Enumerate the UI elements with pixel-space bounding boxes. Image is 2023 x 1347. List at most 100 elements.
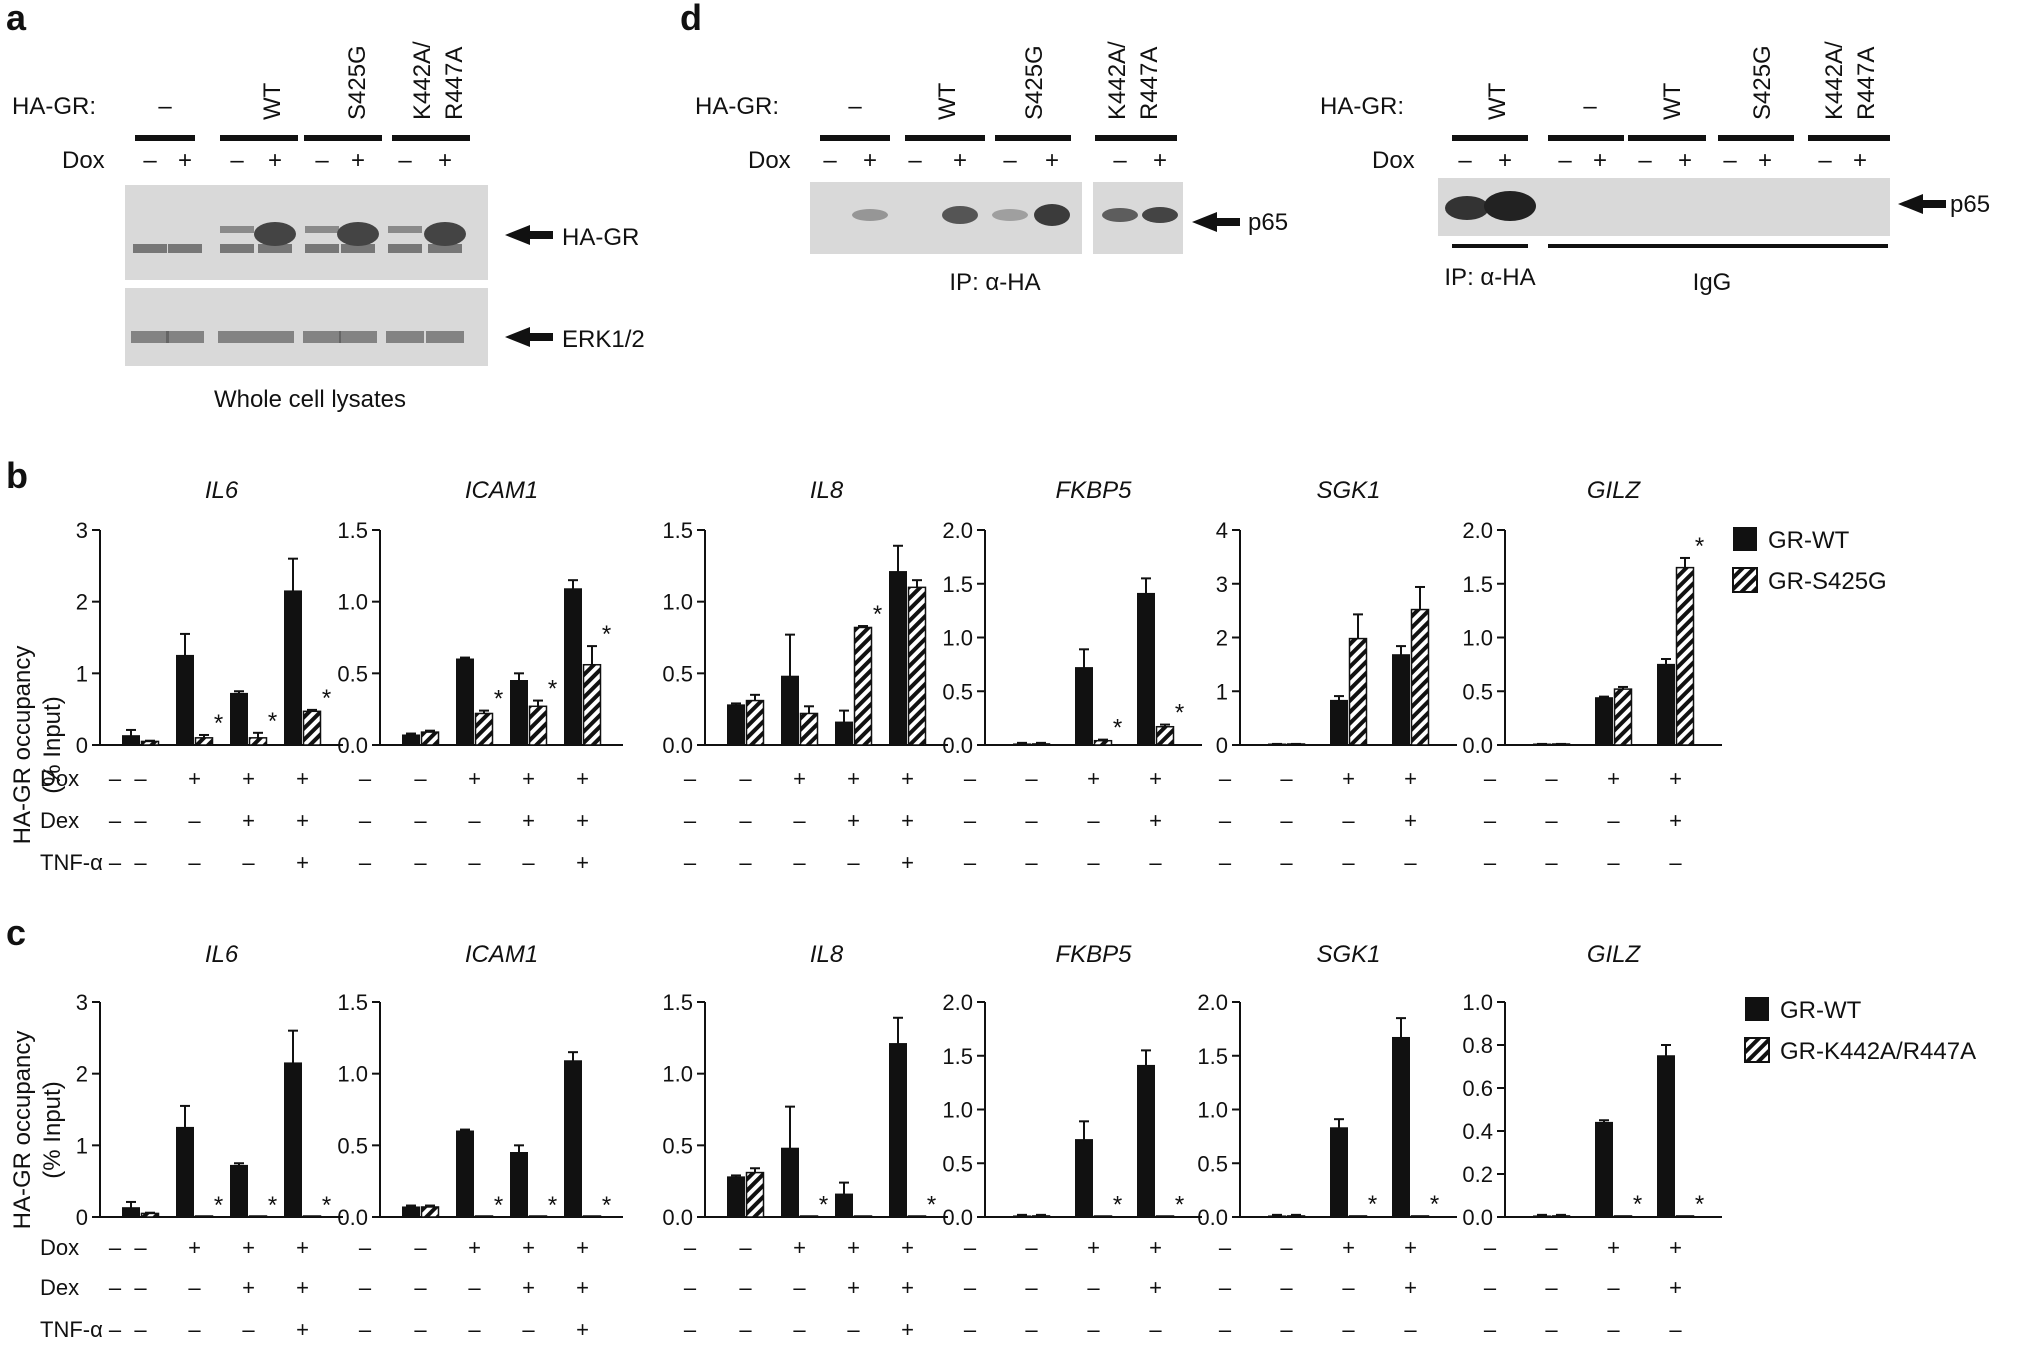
chart-title: ICAM1: [465, 477, 538, 504]
blot-label-ha-gr: HA-GR: [562, 224, 639, 251]
y-tick-label: 1.0: [662, 1062, 693, 1087]
y-tick-label: 3: [1216, 572, 1228, 597]
condition-sign: –: [1025, 1235, 1038, 1260]
panel-d-group-label: WT: [934, 82, 961, 120]
blot-band: [256, 331, 294, 343]
condition-sign: –: [1280, 1317, 1293, 1342]
bar-mutant: [1348, 1215, 1368, 1218]
condition-sign: +: [901, 850, 914, 875]
bar-wt: [456, 658, 474, 746]
condition-sign: –: [359, 1235, 372, 1260]
bar-wt: [781, 675, 799, 746]
condition-sign: +: [576, 766, 589, 791]
group-bar: [1452, 135, 1528, 141]
condition-sign: –: [684, 1235, 697, 1260]
p65-band: [1484, 191, 1536, 221]
bar-mutant: [194, 1215, 214, 1218]
condition-sign: –: [1087, 808, 1100, 833]
condition-sign: –: [468, 850, 481, 875]
y-tick-label: 2.0: [942, 990, 973, 1015]
condition-sign: +: [901, 766, 914, 791]
ip-label: IP: α-HA: [949, 269, 1040, 296]
significance-asterisk: *: [548, 676, 557, 703]
significance-asterisk: *: [873, 601, 882, 628]
condition-sign: –: [684, 808, 697, 833]
condition-sign: –: [359, 850, 372, 875]
condition-sign: –: [793, 1275, 806, 1300]
bar-wt: [727, 1176, 745, 1218]
blot-band: [168, 244, 202, 253]
condition-sign: –: [847, 1317, 860, 1342]
condition-sign: –: [964, 766, 977, 791]
dox-sign: +: [863, 147, 877, 174]
condition-sign: –: [1219, 850, 1232, 875]
condition-sign: +: [1404, 1275, 1417, 1300]
condition-sign: +: [901, 1275, 914, 1300]
bar-wt: [1137, 1064, 1155, 1218]
condition-sign: –: [1342, 850, 1355, 875]
dox-sign: –: [823, 147, 837, 174]
condition-sign: +: [1669, 808, 1682, 833]
igg-label: IgG: [1693, 269, 1732, 296]
condition-sign: +: [296, 850, 309, 875]
group-bar: [304, 135, 382, 141]
bar-mutant: [1551, 1215, 1571, 1218]
y-tick-label: 1: [76, 1133, 88, 1158]
group-bar: [220, 135, 298, 141]
condition-sign: –: [134, 1317, 147, 1342]
panel-a: a HA-GR: Dox – WT S425G K442A/ R447A – + –…: [6, 0, 645, 413]
bar-wt: [122, 1207, 140, 1218]
y-tick-label: 2.0: [1197, 990, 1228, 1015]
y-tick-label: 0.0: [662, 1205, 693, 1230]
condition-sign: +: [1087, 766, 1100, 791]
bar-wt: [1013, 743, 1031, 746]
condition-sign: –: [1545, 808, 1558, 833]
dox-sign: +: [268, 147, 282, 174]
condition-sign: –: [188, 850, 201, 875]
y-tick-label: 3: [76, 518, 88, 543]
bar-wt: [564, 588, 582, 746]
significance-asterisk: *: [927, 1191, 936, 1218]
bar-wt: [1330, 699, 1348, 746]
panel-d-group-label: S425G: [1021, 45, 1048, 120]
bar-mutant: [302, 1215, 322, 1218]
bar-wt: [889, 1043, 907, 1218]
dox-sign: +: [953, 147, 967, 174]
dox-sign: –: [1113, 147, 1127, 174]
panel-a-label: a: [6, 0, 27, 38]
bar-wt: [402, 734, 420, 746]
y-tick-label: 0.5: [337, 1133, 368, 1158]
significance-asterisk: *: [1633, 1191, 1642, 1218]
group-bar: [995, 135, 1071, 141]
condition-sign: +: [296, 1235, 309, 1260]
y-tick-label: 1.0: [337, 1062, 368, 1087]
y-tick-label: 1.0: [942, 626, 973, 651]
condition-sign: –: [414, 1275, 427, 1300]
condition-sign: –: [109, 1317, 122, 1342]
significance-asterisk: *: [548, 1192, 557, 1219]
panel-d-label: d: [680, 0, 702, 38]
significance-asterisk: *: [1695, 1191, 1704, 1218]
condition-sign: –: [134, 1275, 147, 1300]
bar-mutant: [1410, 608, 1430, 746]
condition-sign: –: [1484, 766, 1497, 791]
bar-mutant: [1155, 1215, 1175, 1218]
y-tick-label: 0.0: [337, 1205, 368, 1230]
condition-sign: +: [1087, 1235, 1100, 1260]
blot-band: [220, 226, 254, 233]
condition-sign: –: [1607, 1317, 1620, 1342]
y-tick-label: 1.5: [337, 518, 368, 543]
condition-sign: –: [188, 1317, 201, 1342]
condition-sign: +: [188, 1235, 201, 1260]
dox-sign: +: [351, 147, 365, 174]
chart-title: SGK1: [1316, 941, 1380, 968]
condition-sign: +: [468, 1235, 481, 1260]
condition-sign: +: [1669, 766, 1682, 791]
panel-d-right-group: S425G: [1749, 45, 1776, 120]
panel-d-right-dox-label: Dox: [1372, 147, 1415, 174]
condition-sign: –: [1219, 1317, 1232, 1342]
chart-c-fkbp5: FKBP5 0.0 0.5 1.0 1.5 2.0 * * – – + + – – – + – – – –: [942, 941, 1202, 1342]
bar-wt: [564, 1060, 582, 1218]
bar-mutant: [1613, 688, 1633, 746]
